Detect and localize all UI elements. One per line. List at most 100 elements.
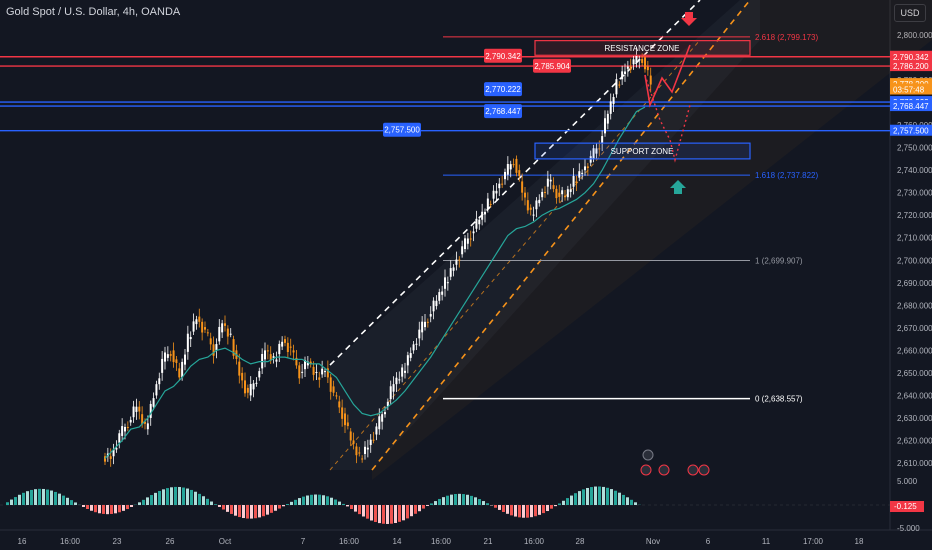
oscillator-bar <box>390 505 393 524</box>
oscillator-bar <box>342 503 345 505</box>
oscillator-bar <box>38 488 41 505</box>
candle-body <box>526 200 529 211</box>
oscillator-bar <box>238 505 241 518</box>
event-icon[interactable] <box>687 464 699 476</box>
candle-body <box>129 419 132 423</box>
oscillator-bar <box>198 493 201 505</box>
candle-body <box>269 354 272 361</box>
candle-body <box>392 384 395 392</box>
event-icon[interactable] <box>642 449 654 461</box>
oscillator-bar <box>138 502 141 505</box>
oscillator-bar <box>626 497 629 505</box>
candle-body <box>186 333 189 352</box>
y-tick-label: 2,680.000 <box>897 301 932 310</box>
level-label-text: 2,757.500 <box>384 126 420 135</box>
oscillator-bar <box>334 499 337 505</box>
event-icon[interactable] <box>658 464 670 476</box>
candle-body <box>461 246 464 255</box>
candle-body <box>418 329 421 339</box>
event-icon[interactable] <box>640 464 652 476</box>
event-icon[interactable] <box>698 464 710 476</box>
candle-body <box>178 368 181 378</box>
oscillator-bar <box>630 499 633 505</box>
candle-body <box>426 321 429 323</box>
oscillator-bar <box>486 503 489 505</box>
candle-body <box>161 358 164 373</box>
oscillator-bar <box>610 489 613 505</box>
candle-body <box>641 59 644 63</box>
y-tick-label: 2,720.000 <box>897 211 932 220</box>
oscillator-bar <box>294 499 297 505</box>
candle-body <box>229 333 232 335</box>
x-tick-label: 16 <box>18 537 27 546</box>
candle-body <box>409 353 412 358</box>
candle-body <box>335 395 338 397</box>
candle-body <box>166 354 169 358</box>
candle-body <box>644 57 646 70</box>
oscillator-bar <box>402 505 405 521</box>
candle-body <box>292 350 295 353</box>
candle-body <box>466 238 469 244</box>
symbol-title: Gold Spot / U.S. Dollar, 4h, OANDA <box>6 6 181 18</box>
candle-body <box>412 344 415 351</box>
oscillator-bar <box>102 505 105 514</box>
candle-body <box>581 172 584 174</box>
candle-body <box>155 384 158 396</box>
oscillator-bar <box>394 505 397 524</box>
candle-body <box>281 341 284 347</box>
oscillator-bar <box>434 501 437 505</box>
zone-red <box>534 40 751 56</box>
candle-body <box>112 449 115 457</box>
candle-body <box>449 268 452 277</box>
candle-body <box>109 456 112 459</box>
candle-body <box>481 211 484 220</box>
candle-body <box>258 371 261 378</box>
candle-body <box>324 371 326 373</box>
oscillator-bar <box>314 494 317 505</box>
candle-body <box>344 413 346 426</box>
oscillator-bar <box>582 489 585 505</box>
oscillator-bar <box>22 492 25 505</box>
x-tick-label: 23 <box>113 537 122 546</box>
forecast-path-alt <box>644 74 691 163</box>
currency-button[interactable]: USD <box>894 4 926 22</box>
candle-body <box>132 406 135 418</box>
oscillator-bar <box>514 505 517 517</box>
candle-body <box>521 181 524 193</box>
candle-body <box>152 398 155 407</box>
oscillator-bar <box>130 505 133 507</box>
oscillator-bar <box>262 505 265 517</box>
candle-body <box>249 384 252 396</box>
candle-body <box>312 366 315 375</box>
oscillator-bar <box>354 505 357 512</box>
x-tick-label: Nov <box>646 537 660 546</box>
price-badge: 03:57:48 <box>893 86 925 95</box>
candle-body <box>546 178 549 187</box>
level-label-bg <box>533 58 571 73</box>
candle-body <box>584 166 586 171</box>
oscillator-bar <box>554 505 557 507</box>
candle-body <box>569 189 572 192</box>
oscillator-bar <box>46 489 49 505</box>
oscillator-bar <box>326 496 329 505</box>
oscillator-bar <box>122 505 125 511</box>
oscillator-bar <box>290 501 293 505</box>
candle-body <box>289 346 292 348</box>
oscillator-bar <box>350 505 353 510</box>
oscillator-bar <box>418 505 421 512</box>
candle-body <box>595 148 598 154</box>
zone-blue <box>534 142 751 160</box>
candle-body <box>558 192 561 197</box>
oscillator-bar <box>478 499 481 505</box>
x-tick-label: 18 <box>855 537 864 546</box>
oscillator-bar <box>154 492 157 505</box>
candle-body <box>315 371 318 373</box>
oscillator-bar <box>438 498 441 505</box>
candle-body <box>201 321 204 333</box>
price-badge: 2,786.200 <box>893 62 929 71</box>
oscillator-bar <box>446 495 449 505</box>
candle-body <box>598 148 601 150</box>
candle-body <box>329 377 332 392</box>
candle-body <box>104 456 106 462</box>
